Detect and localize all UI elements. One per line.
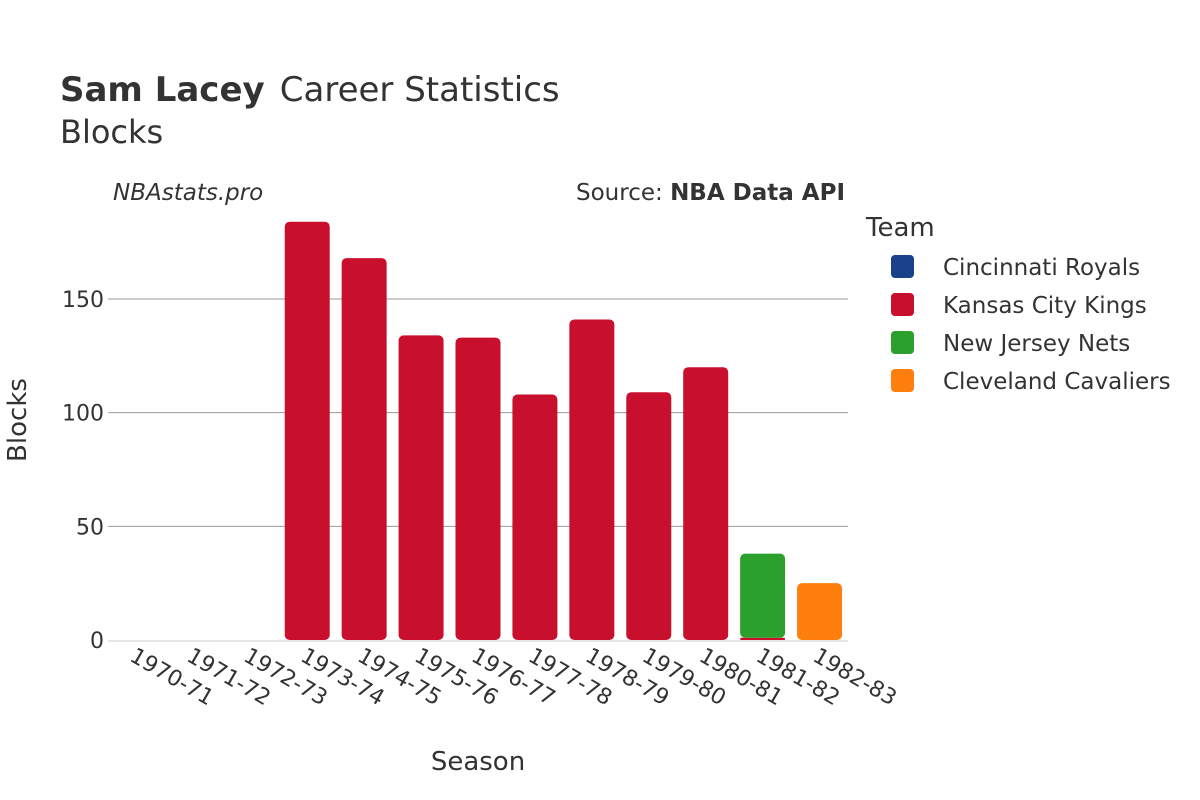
legend-swatch: [891, 369, 914, 392]
legend-title: Team: [865, 213, 935, 243]
y-tick-label: 150: [62, 288, 104, 313]
legend-label: New Jersey Nets: [943, 331, 1130, 357]
legend-label: Kansas City Kings: [943, 293, 1147, 319]
legend: Team Cincinnati Royals Kansas City Kings N…: [865, 213, 1171, 395]
legend-item[interactable]: Cleveland Cavaliers: [891, 369, 1171, 395]
bar-1973-74-series-1[interactable]: [284, 221, 330, 640]
y-axis-title: Blocks: [3, 378, 33, 462]
x-axis: 1970-711971-721972-731973-741974-751975-…: [125, 644, 900, 712]
bar-1975-76-series-1[interactable]: [398, 335, 444, 640]
bar-1981-82-series-2[interactable]: [740, 553, 786, 638]
legend-item[interactable]: Cincinnati Royals: [891, 255, 1140, 281]
bar-1982-83-series-3[interactable]: [797, 583, 843, 640]
bar-1979-80-series-1[interactable]: [626, 392, 672, 640]
legend-swatch: [891, 255, 914, 278]
bar-1980-81-series-1[interactable]: [683, 367, 729, 640]
y-tick-label: 0: [90, 629, 104, 654]
source-name: NBA Data API: [670, 180, 845, 206]
y-tick-label: 50: [76, 515, 104, 540]
bar-1981-82-series-1[interactable]: [740, 637, 786, 640]
y-axis: 0 50 100 150: [62, 288, 104, 654]
source-prefix: Source:: [576, 180, 670, 206]
legend-label: Cleveland Cavaliers: [943, 369, 1171, 395]
y-tick-label: 100: [62, 402, 104, 427]
player-name: Sam Lacey: [60, 70, 265, 110]
legend-label: Cincinnati Royals: [943, 255, 1140, 281]
x-axis-title: Season: [431, 747, 525, 777]
chart-title: Sam Lacey Career Statistics: [60, 70, 560, 110]
bars: [284, 221, 843, 640]
legend-item[interactable]: New Jersey Nets: [891, 331, 1130, 357]
legend-swatch: [891, 293, 914, 316]
bar-1976-77-series-1[interactable]: [455, 337, 501, 640]
legend-swatch: [891, 331, 914, 354]
bar-1978-79-series-1[interactable]: [569, 319, 615, 640]
bar-1974-75-series-1[interactable]: [341, 258, 387, 640]
source-credit: Source: NBA Data API: [576, 180, 845, 206]
chart-subtitle: Blocks: [60, 113, 163, 151]
watermark: NBAstats.pro: [113, 180, 263, 206]
legend-item[interactable]: Kansas City Kings: [891, 293, 1147, 319]
bar-1977-78-series-1[interactable]: [512, 394, 558, 640]
title-rest: Career Statistics: [280, 70, 560, 110]
